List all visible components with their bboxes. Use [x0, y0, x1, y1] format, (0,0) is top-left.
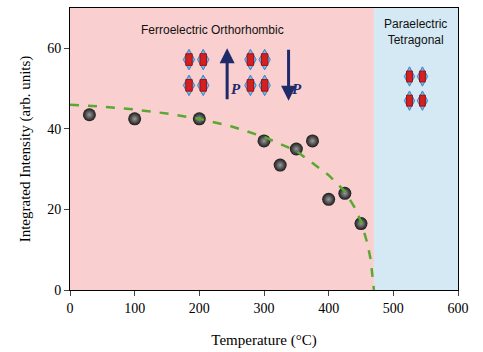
- svg-text:400: 400: [318, 301, 339, 316]
- svg-text:20: 20: [47, 202, 61, 217]
- svg-text:60: 60: [47, 41, 61, 56]
- svg-text:Temperature (°C): Temperature (°C): [211, 332, 316, 349]
- svg-text:Ferroelectric Orthorhombic: Ferroelectric Orthorhombic: [141, 23, 284, 37]
- svg-text:0: 0: [54, 283, 61, 298]
- svg-text:100: 100: [124, 301, 145, 316]
- svg-text:Integrated Intensity (arb. uni: Integrated Intensity (arb. units): [17, 56, 34, 243]
- svg-text:40: 40: [47, 122, 61, 137]
- svg-text:P: P: [231, 81, 241, 97]
- svg-text:500: 500: [383, 301, 404, 316]
- svg-text:200: 200: [189, 301, 210, 316]
- svg-text:300: 300: [254, 301, 275, 316]
- svg-text:0: 0: [67, 301, 74, 316]
- svg-text:600: 600: [448, 301, 469, 316]
- svg-text:ParaelectricTetragonal: ParaelectricTetragonal: [384, 17, 447, 47]
- svg-text:P: P: [292, 81, 302, 97]
